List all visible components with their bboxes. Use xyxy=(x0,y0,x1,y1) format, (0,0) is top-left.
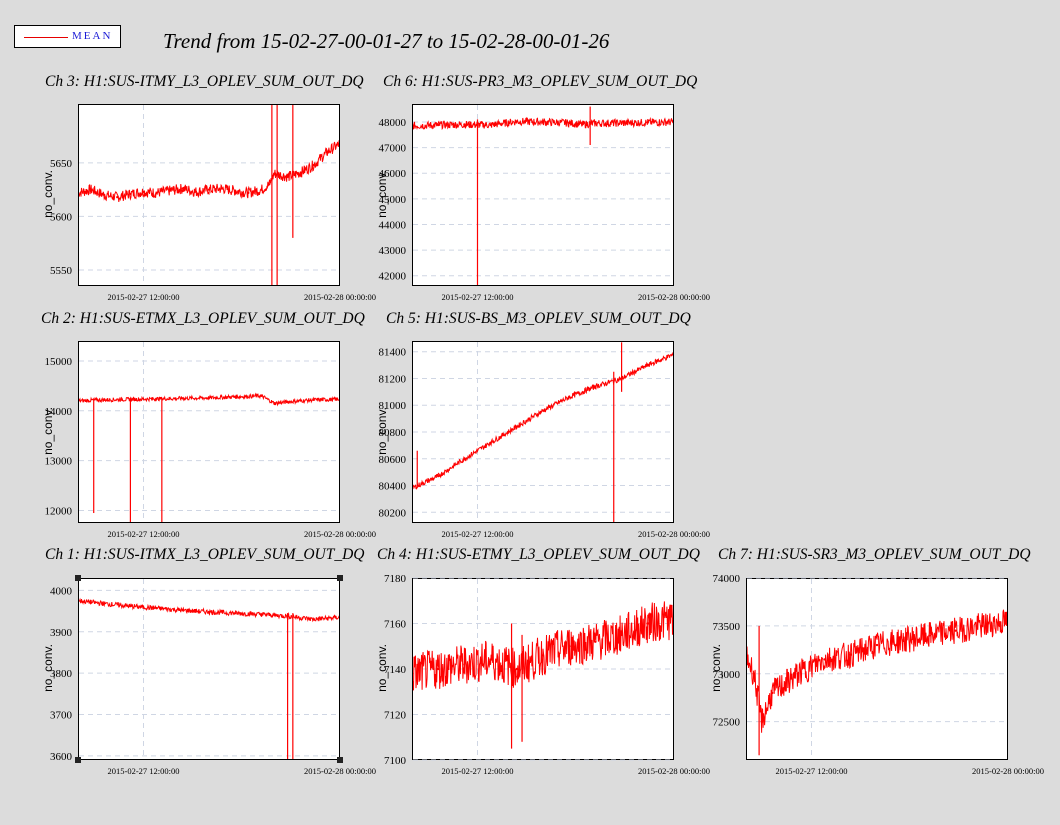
x-tick-label: 2015-02-27 12:00:00 xyxy=(441,766,513,776)
x-tick-label: 2015-02-27 12:00:00 xyxy=(441,529,513,539)
x-tick-label: 2015-02-28 00:00:00 xyxy=(304,292,376,302)
plot-area xyxy=(78,341,340,523)
plot-area[interactable] xyxy=(78,578,340,760)
y-axis-label: no_conv. xyxy=(375,407,389,455)
chart-title: Ch 6: H1:SUS-PR3_M3_OPLEV_SUM_OUT_DQ xyxy=(383,73,698,90)
y-tick-label: 7100 xyxy=(384,755,407,767)
x-tick-label: 2015-02-28 00:00:00 xyxy=(304,766,376,776)
chart-title: Ch 5: H1:SUS-BS_M3_OPLEV_SUM_OUT_DQ xyxy=(386,310,691,327)
legend-label: MEAN xyxy=(72,30,113,42)
y-tick-label: 81400 xyxy=(379,347,407,359)
page-title: Trend from 15-02-27-00-01-27 to 15-02-28… xyxy=(163,29,610,53)
plot-area xyxy=(412,341,674,523)
plot-area xyxy=(78,104,340,286)
x-tick-label: 2015-02-27 12:00:00 xyxy=(107,292,179,302)
y-axis-label: no_conv. xyxy=(709,644,723,692)
chart-title: Ch 4: H1:SUS-ETMY_L3_OPLEV_SUM_OUT_DQ xyxy=(377,546,700,563)
y-axis-label: no_conv. xyxy=(41,407,55,455)
y-tick-label: 5550 xyxy=(50,265,73,277)
x-tick-label: 2015-02-27 12:00:00 xyxy=(775,766,847,776)
y-axis-label: no_conv. xyxy=(41,170,55,218)
y-tick-label: 3600 xyxy=(50,751,73,763)
selection-handle[interactable] xyxy=(75,757,81,763)
x-tick-label: 2015-02-28 00:00:00 xyxy=(638,529,710,539)
y-tick-label: 80400 xyxy=(379,481,407,493)
chart-title: Ch 7: H1:SUS-SR3_M3_OPLEV_SUM_OUT_DQ xyxy=(718,546,1031,563)
legend-box: MEAN xyxy=(14,25,121,48)
x-tick-label: 2015-02-27 12:00:00 xyxy=(107,766,179,776)
legend-line-swatch xyxy=(24,37,68,38)
x-tick-label: 2015-02-28 00:00:00 xyxy=(972,766,1044,776)
x-tick-label: 2015-02-28 00:00:00 xyxy=(304,529,376,539)
x-tick-label: 2015-02-27 12:00:00 xyxy=(441,292,513,302)
x-tick-label: 2015-02-28 00:00:00 xyxy=(638,292,710,302)
y-axis-label: no_conv. xyxy=(375,170,389,218)
chart-title: Ch 1: H1:SUS-ITMX_L3_OPLEV_SUM_OUT_DQ xyxy=(45,546,365,563)
y-tick-label: 12000 xyxy=(45,506,73,518)
y-tick-label: 48000 xyxy=(379,117,407,129)
plot-area xyxy=(412,578,674,760)
y-tick-label: 72500 xyxy=(713,717,741,729)
y-tick-label: 15000 xyxy=(45,356,73,368)
y-tick-label: 7180 xyxy=(384,573,407,585)
plot-area xyxy=(412,104,674,286)
y-tick-label: 43000 xyxy=(379,245,407,257)
x-tick-label: 2015-02-28 00:00:00 xyxy=(638,766,710,776)
y-axis-label: no_conv. xyxy=(375,644,389,692)
chart-title: Ch 3: H1:SUS-ITMY_L3_OPLEV_SUM_OUT_DQ xyxy=(45,73,364,90)
x-tick-label: 2015-02-27 12:00:00 xyxy=(107,529,179,539)
y-tick-label: 80200 xyxy=(379,507,407,519)
y-tick-label: 74000 xyxy=(713,573,741,585)
y-tick-label: 4000 xyxy=(50,585,73,597)
selection-handle[interactable] xyxy=(337,575,343,581)
y-tick-label: 42000 xyxy=(379,271,407,283)
chart-title: Ch 2: H1:SUS-ETMX_L3_OPLEV_SUM_OUT_DQ xyxy=(41,310,365,327)
selection-handle[interactable] xyxy=(337,757,343,763)
y-axis-label: no_conv. xyxy=(41,644,55,692)
plot-area xyxy=(746,578,1008,760)
selection-handle[interactable] xyxy=(75,575,81,581)
